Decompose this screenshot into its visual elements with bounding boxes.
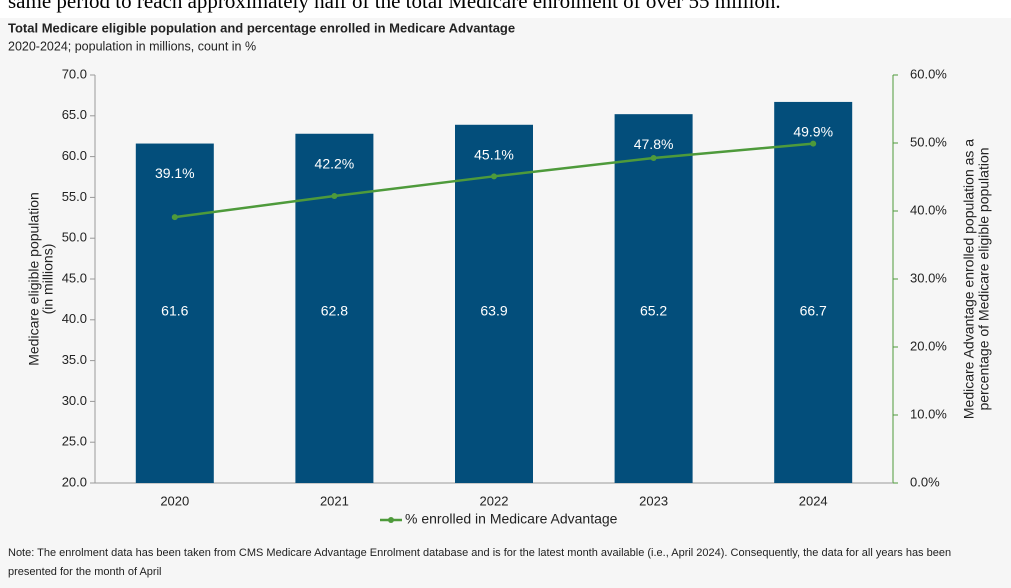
bar <box>455 124 533 483</box>
y-tick-label: 65.0 <box>62 107 87 122</box>
x-tick-label: 2023 <box>639 493 668 508</box>
y2-tick-label: 50.0% <box>910 134 947 149</box>
bar-value-label: 66.7 <box>800 302 827 318</box>
bar <box>614 114 693 483</box>
x-tick-label: 2020 <box>160 493 189 508</box>
line-value-label: 47.8% <box>634 136 674 152</box>
chart-title: Total Medicare eligible population and p… <box>8 20 515 35</box>
line-value-label: 45.1% <box>474 146 514 162</box>
x-tick-label: 2024 <box>799 493 828 508</box>
y2-tick-label: 60.0% <box>910 66 947 81</box>
y-tick-label: 25.0 <box>62 434 87 449</box>
y-tick-label: 40.0 <box>62 311 87 326</box>
bar-value-label: 61.6 <box>161 302 188 318</box>
line-marker <box>810 140 817 147</box>
y-axis-label: (in millions) <box>40 244 56 315</box>
line-marker <box>331 193 338 200</box>
legend-label: % enrolled in Medicare Advantage <box>405 511 618 527</box>
bar <box>135 143 214 483</box>
line-value-label: 49.9% <box>793 124 833 140</box>
y-tick-label: 35.0 <box>62 352 87 367</box>
line-marker <box>650 154 657 161</box>
y-axis-label: Medicare eligible population <box>26 192 42 366</box>
legend-marker <box>388 517 394 523</box>
y-tick-label: 50.0 <box>62 230 87 245</box>
header-text: same period to reach approximately half … <box>8 0 781 13</box>
x-tick-label: 2021 <box>320 493 349 508</box>
y2-tick-label: 0.0% <box>910 474 940 489</box>
y-tick-label: 45.0 <box>62 270 87 285</box>
y-tick-label: 60.0 <box>62 148 87 163</box>
y-tick-label: 55.0 <box>62 189 87 204</box>
y2-tick-label: 30.0% <box>910 270 947 285</box>
line-value-label: 42.2% <box>315 155 355 171</box>
bar-value-label: 63.9 <box>480 302 507 318</box>
chart-subtitle: 2020-2024; population in millions, count… <box>8 39 256 53</box>
y2-axis-label: Medicare Advantage enrolled population a… <box>961 139 977 419</box>
y-tick-label: 70.0 <box>62 66 87 81</box>
y2-axis-label: percentage of Medicare eligible populati… <box>976 147 992 410</box>
bar <box>774 101 853 483</box>
note: Note: The enrolment data has been taken … <box>8 547 952 578</box>
y2-tick-label: 10.0% <box>910 406 947 421</box>
bar-value-label: 65.2 <box>640 302 667 318</box>
y2-tick-label: 40.0% <box>910 202 947 217</box>
bar-value-label: 62.8 <box>321 302 348 318</box>
line-marker <box>171 214 178 221</box>
line-marker <box>491 173 497 180</box>
y2-tick-label: 20.0% <box>910 338 947 353</box>
x-tick-label: 2022 <box>480 493 509 508</box>
line-value-label: 39.1% <box>155 165 195 181</box>
y-tick-label: 30.0 <box>62 393 87 408</box>
y-tick-label: 20.0 <box>62 474 87 489</box>
